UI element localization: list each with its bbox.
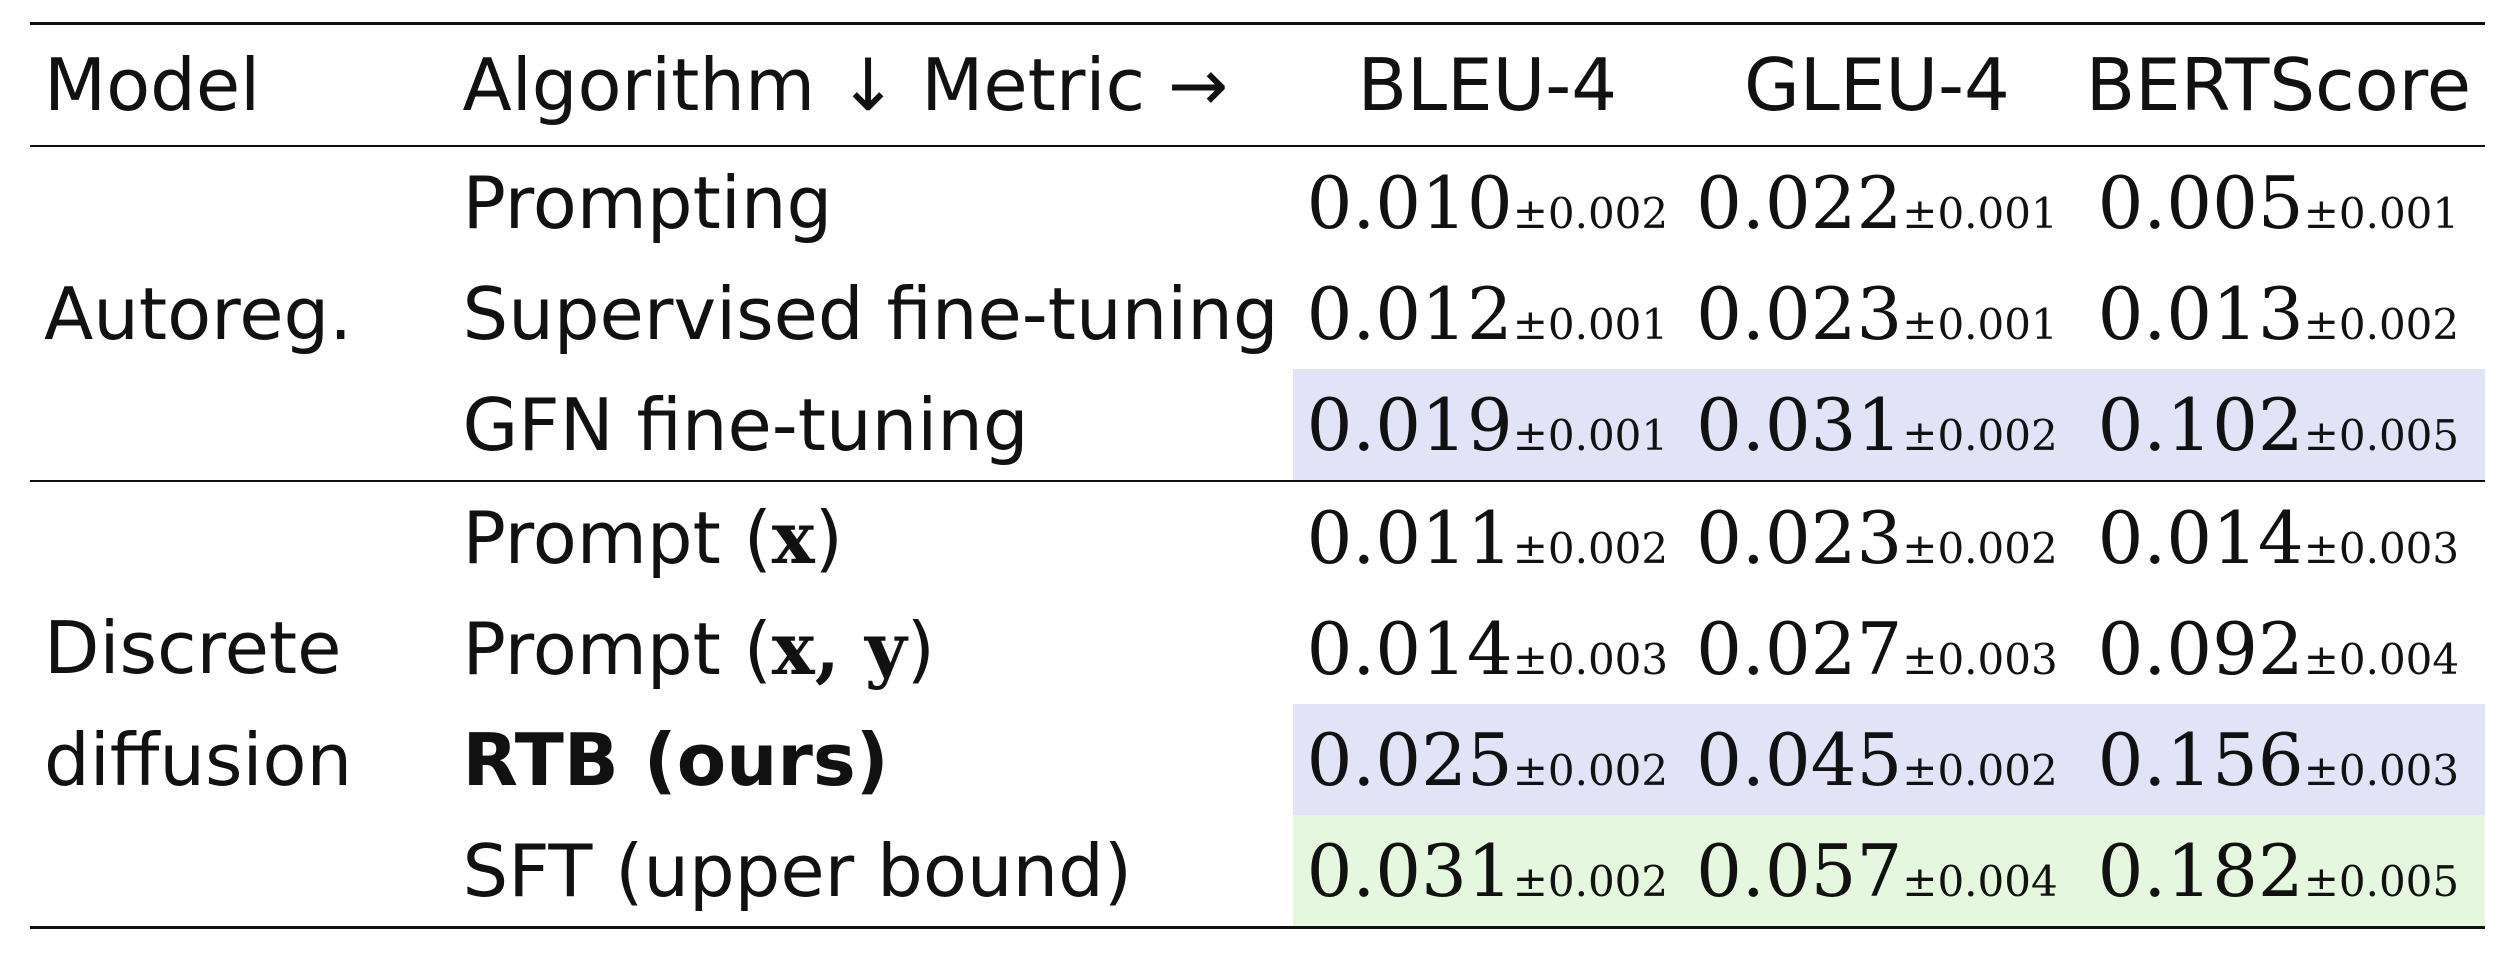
gleu-std: ±0.001 (1902, 188, 2058, 238)
table-row-upper-bound: SFT (upper bound) 0.031±0.002 0.057±0.00… (30, 815, 2485, 928)
results-table: Model Algorithm ↓ Metric → BLEU-4 GLEU-4… (30, 22, 2485, 929)
bleu-value: 0.012 (1306, 271, 1513, 356)
bertscore-value: 0.005 (2097, 160, 2304, 245)
table-row-highlighted: GFN fine-tuning 0.019±0.001 0.031±0.002 … (30, 369, 2485, 481)
gleu-cell: 0.027±0.003 (1682, 593, 2072, 704)
bleu-cell: 0.031±0.002 (1292, 815, 1683, 928)
bertscore-std: ±0.001 (2303, 188, 2460, 238)
header-bleu: BLEU-4 (1357, 43, 1618, 127)
header-row: Model Algorithm ↓ Metric → BLEU-4 GLEU-4… (30, 23, 2485, 147)
header-bertscore: BERTScore (2085, 43, 2471, 127)
algorithm-cell: Prompt (x) (449, 481, 1293, 593)
gleu-std: ±0.003 (1902, 634, 2058, 684)
bleu-std: ±0.002 (1512, 188, 1669, 238)
bertscore-std: ±0.003 (2303, 523, 2460, 573)
gleu-std: ±0.001 (1902, 299, 2058, 349)
gleu-std: ±0.004 (1902, 856, 2058, 906)
bleu-value: 0.019 (1306, 382, 1513, 467)
header-gleu: GLEU-4 (1743, 43, 2010, 127)
bleu-std: ±0.001 (1512, 299, 1669, 349)
bertscore-value: 0.092 (2097, 606, 2304, 691)
algorithm-cell: GFN fine-tuning (462, 382, 1029, 467)
table-row: Autoreg. Prompting 0.010±0.002 0.022±0.0… (30, 146, 2485, 356)
bertscore-cell: 0.005±0.001 (2072, 146, 2485, 258)
bleu-std: ±0.001 (1512, 410, 1669, 460)
algorithm-cell: Prompting (462, 160, 833, 245)
bleu-cell: 0.019±0.001 (1292, 369, 1683, 481)
header-algorithm: Algorithm ↓ Metric → (462, 43, 1229, 127)
algorithm-prefix: Prompt ( (462, 496, 772, 580)
gleu-value: 0.027 (1696, 606, 1903, 691)
gleu-cell: 0.031±0.002 (1682, 369, 2072, 481)
bleu-value: 0.011 (1306, 495, 1513, 580)
model-line-2: diffusion (44, 718, 353, 802)
gleu-cell: 0.022±0.001 (1682, 146, 2072, 258)
gleu-cell: 0.023±0.002 (1682, 481, 2072, 593)
bleu-cell: 0.012±0.001 (1293, 258, 1683, 369)
bertscore-value: 0.013 (2097, 271, 2304, 356)
algorithm-cell: Supervised fine-tuning (462, 271, 1279, 356)
model-line-1: Discrete (44, 606, 342, 690)
bleu-value: 0.014 (1306, 606, 1513, 691)
bertscore-cell: 0.102±0.005 (2071, 369, 2485, 481)
gleu-cell: 0.023±0.001 (1682, 258, 2072, 369)
bertscore-cell: 0.156±0.003 (2071, 704, 2485, 815)
bleu-cell: 0.010±0.002 (1293, 146, 1683, 258)
bleu-cell: 0.014±0.003 (1293, 593, 1683, 704)
gleu-std: ±0.002 (1902, 410, 2058, 460)
bleu-value: 0.031 (1306, 828, 1513, 913)
bleu-std: ±0.002 (1512, 745, 1669, 795)
bleu-std: ±0.002 (1512, 523, 1669, 573)
gleu-std: ±0.002 (1902, 745, 2058, 795)
gleu-value: 0.045 (1696, 717, 1903, 802)
bleu-value: 0.010 (1306, 160, 1513, 245)
bleu-std: ±0.002 (1512, 856, 1669, 906)
bertscore-std: ±0.003 (2303, 745, 2460, 795)
header-model: Model (44, 43, 261, 127)
bertscore-cell: 0.014±0.003 (2072, 481, 2485, 593)
algorithm-cell: SFT (upper bound) (462, 828, 1132, 913)
table-row-highlighted: RTB (ours) 0.025±0.002 0.045±0.002 0.156… (30, 704, 2485, 815)
table-row: Discrete diffusion Prompt (x) 0.011±0.00… (30, 481, 2485, 802)
bertscore-std: ±0.002 (2303, 299, 2460, 349)
gleu-cell: 0.057±0.004 (1682, 815, 2072, 928)
model-autoreg: Autoreg. (44, 271, 353, 356)
algorithm-math: x (771, 495, 815, 580)
bertscore-std: ±0.005 (2303, 410, 2460, 460)
table-row: Supervised fine-tuning 0.012±0.001 0.023… (30, 258, 2485, 369)
model-discrete-diffusion: Discrete diffusion (30, 481, 449, 928)
algorithm-cell-ours: RTB (ours) (462, 717, 889, 802)
gleu-cell: 0.045±0.002 (1682, 704, 2072, 815)
bertscore-cell: 0.092±0.004 (2072, 593, 2485, 704)
bertscore-std: ±0.004 (2303, 634, 2460, 684)
gleu-value: 0.023 (1696, 495, 1903, 580)
bleu-cell: 0.025±0.002 (1292, 704, 1683, 815)
bertscore-std: ±0.005 (2303, 856, 2460, 906)
bertscore-value: 0.014 (2097, 495, 2304, 580)
gleu-value: 0.022 (1696, 160, 1903, 245)
algorithm-math: x, y (771, 606, 907, 691)
results-table-container: Model Algorithm ↓ Metric → BLEU-4 GLEU-4… (30, 22, 2485, 929)
bleu-value: 0.025 (1306, 717, 1513, 802)
gleu-std: ±0.002 (1902, 523, 2058, 573)
bertscore-value: 0.182 (2097, 828, 2304, 913)
bertscore-value: 0.156 (2097, 717, 2304, 802)
bertscore-value: 0.102 (2097, 382, 2304, 467)
algorithm-prefix: Prompt ( (462, 607, 772, 691)
bleu-cell: 0.011±0.002 (1293, 481, 1683, 593)
bleu-std: ±0.003 (1512, 634, 1669, 684)
gleu-value: 0.023 (1696, 271, 1903, 356)
algorithm-cell: Prompt (x, y) (449, 593, 1293, 704)
bertscore-cell: 0.013±0.002 (2072, 258, 2485, 369)
gleu-value: 0.057 (1696, 828, 1903, 913)
algorithm-suffix: ) (906, 607, 935, 691)
table-row: Prompt (x, y) 0.014±0.003 0.027±0.003 0.… (30, 593, 2485, 704)
algorithm-suffix: ) (814, 496, 843, 580)
bertscore-cell: 0.182±0.005 (2071, 815, 2485, 928)
gleu-value: 0.031 (1696, 382, 1903, 467)
